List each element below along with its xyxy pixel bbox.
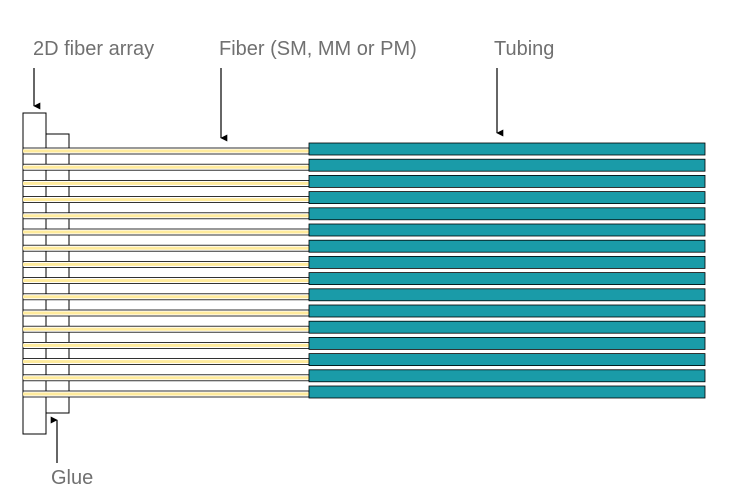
tubing-9 — [308, 272, 706, 286]
fiber-array-label: 2D fiber array — [33, 38, 155, 60]
tubing-group — [308, 142, 706, 399]
tubing-7 — [308, 239, 706, 253]
tubing-8 — [308, 255, 706, 269]
fiber-core-7 — [23, 246, 309, 250]
tubing-15 — [308, 369, 706, 383]
fiber-core-2 — [23, 165, 309, 169]
tubing-2 — [308, 158, 706, 172]
fiber-core-5 — [23, 214, 309, 218]
fiber-core-4 — [23, 198, 309, 202]
tubing-1 — [308, 142, 706, 156]
tubing-10 — [308, 288, 706, 302]
fiber-array-block — [22, 112, 47, 435]
fiber-core-9 — [23, 279, 309, 283]
tubing-label: Tubing — [494, 38, 555, 60]
tubing-12 — [308, 320, 706, 334]
glue-block — [45, 133, 70, 414]
fiber-core-3 — [23, 181, 309, 185]
fiber-core-16 — [23, 392, 309, 396]
fiber-core-14 — [23, 360, 309, 364]
tubing-14 — [308, 353, 706, 367]
fiber-core-8 — [23, 262, 309, 266]
tubing-16 — [308, 385, 706, 399]
glue-label: Glue — [51, 467, 94, 489]
tubing-5 — [308, 207, 706, 221]
tubing-11 — [308, 304, 706, 318]
tubing-13 — [308, 336, 706, 350]
fiber-core-6 — [23, 230, 309, 234]
tubing-6 — [308, 223, 706, 237]
fiber-core-13 — [23, 343, 309, 347]
tubing-4 — [308, 191, 706, 205]
tubing-3 — [308, 174, 706, 188]
fiber-core-12 — [23, 327, 309, 331]
fiber-core-10 — [23, 295, 309, 299]
fiber-label: Fiber (SM, MM or PM) — [219, 38, 417, 60]
fiber-core-11 — [23, 311, 309, 315]
fiber-core-1 — [23, 149, 309, 153]
fiber-core-15 — [23, 376, 309, 380]
